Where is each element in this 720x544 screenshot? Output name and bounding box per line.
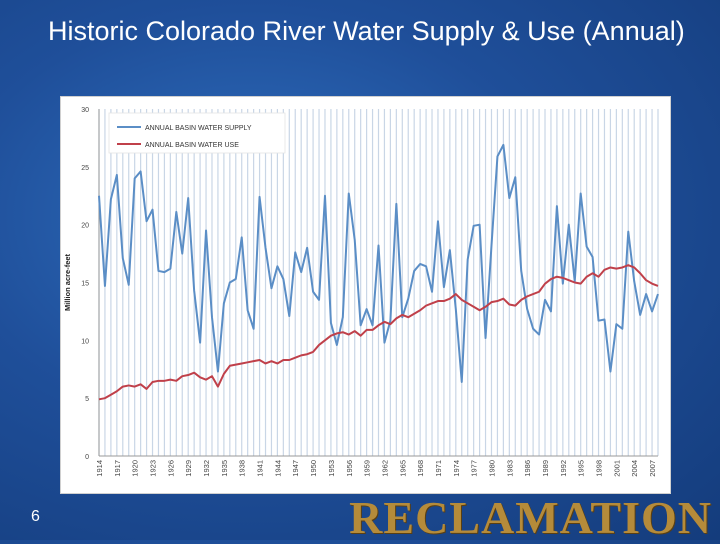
- legend-box: [108, 112, 286, 154]
- x-tick-label: 1962: [380, 460, 389, 477]
- y-tick-label: 0: [85, 454, 89, 461]
- series-layer: [98, 143, 659, 401]
- x-tick-label: 1998: [595, 460, 604, 477]
- legend-label: ANNUAL BASIN WATER SUPPLY: [145, 125, 252, 132]
- y-tick-label: 25: [81, 165, 89, 172]
- x-tick-label: 1926: [166, 460, 175, 477]
- x-tick-label: 1977: [470, 460, 479, 477]
- x-tick-label: 1980: [487, 460, 496, 477]
- x-tick-label: 1914: [95, 460, 104, 477]
- supply-series-line: [98, 143, 659, 383]
- x-axis: 1914 1917 1920 1923 1926 1929 1932 1935 1938 1941…: [95, 455, 658, 477]
- slide-title: Historic Colorado River Water Supply & U…: [48, 16, 685, 46]
- x-tick-label: 1959: [363, 460, 372, 477]
- x-tick-label: 1953: [327, 460, 336, 477]
- x-tick-label: 1935: [220, 460, 229, 477]
- x-tick-label: 1950: [309, 460, 318, 477]
- x-tick-label: 1944: [273, 460, 282, 477]
- x-tick-label: 1920: [131, 460, 140, 477]
- x-tick-label: 2007: [648, 460, 657, 477]
- x-tick-label: 1941: [256, 460, 265, 477]
- x-tick-label: 1971: [434, 460, 443, 477]
- x-tick-label: 1917: [113, 460, 122, 477]
- y-axis-title: Million acre-feet: [63, 253, 72, 311]
- x-tick-label: 1995: [577, 460, 586, 477]
- x-tick-label: 1932: [202, 460, 211, 477]
- y-tick-label: 10: [81, 338, 89, 345]
- y-tick-label: 20: [81, 223, 89, 230]
- y-tick-label: 5: [85, 396, 89, 403]
- chart-frame: 0 5 10 15 20 25 30 Million acre-feet 1914 1917 19…: [60, 96, 671, 494]
- x-tick-label: 1974: [452, 460, 461, 477]
- x-tick-label: 1965: [398, 460, 407, 477]
- x-tick-label: 2004: [630, 460, 639, 477]
- x-tick-label: 1929: [184, 460, 193, 477]
- x-tick-label: 1983: [505, 460, 514, 477]
- x-tick-label: 1986: [523, 460, 532, 477]
- use-series-line: [98, 264, 659, 401]
- reclamation-logo: RECLAMATION: [349, 492, 712, 543]
- slide-number: 6: [31, 508, 40, 525]
- x-tick-label: 1923: [149, 460, 158, 477]
- x-tick-label: 1938: [238, 460, 247, 477]
- y-axis: 0 5 10 15 20 25 30 Million acre-feet: [63, 107, 100, 461]
- x-tick-label: 1956: [345, 460, 354, 477]
- x-tick-label: 1947: [291, 460, 300, 477]
- x-tick-label: 1992: [559, 460, 568, 477]
- x-tick-label: 2001: [612, 460, 621, 477]
- y-tick-label: 15: [81, 281, 89, 288]
- x-tick-label: 1968: [416, 460, 425, 477]
- x-tick-label: 1989: [541, 460, 550, 477]
- y-tick-label: 30: [81, 107, 89, 114]
- legend-label: ANNUAL BASIN WATER USE: [145, 142, 239, 149]
- legend: ANNUAL BASIN WATER SUPPLY ANNUAL BASIN WA…: [108, 112, 286, 154]
- grid-layer: [98, 109, 659, 456]
